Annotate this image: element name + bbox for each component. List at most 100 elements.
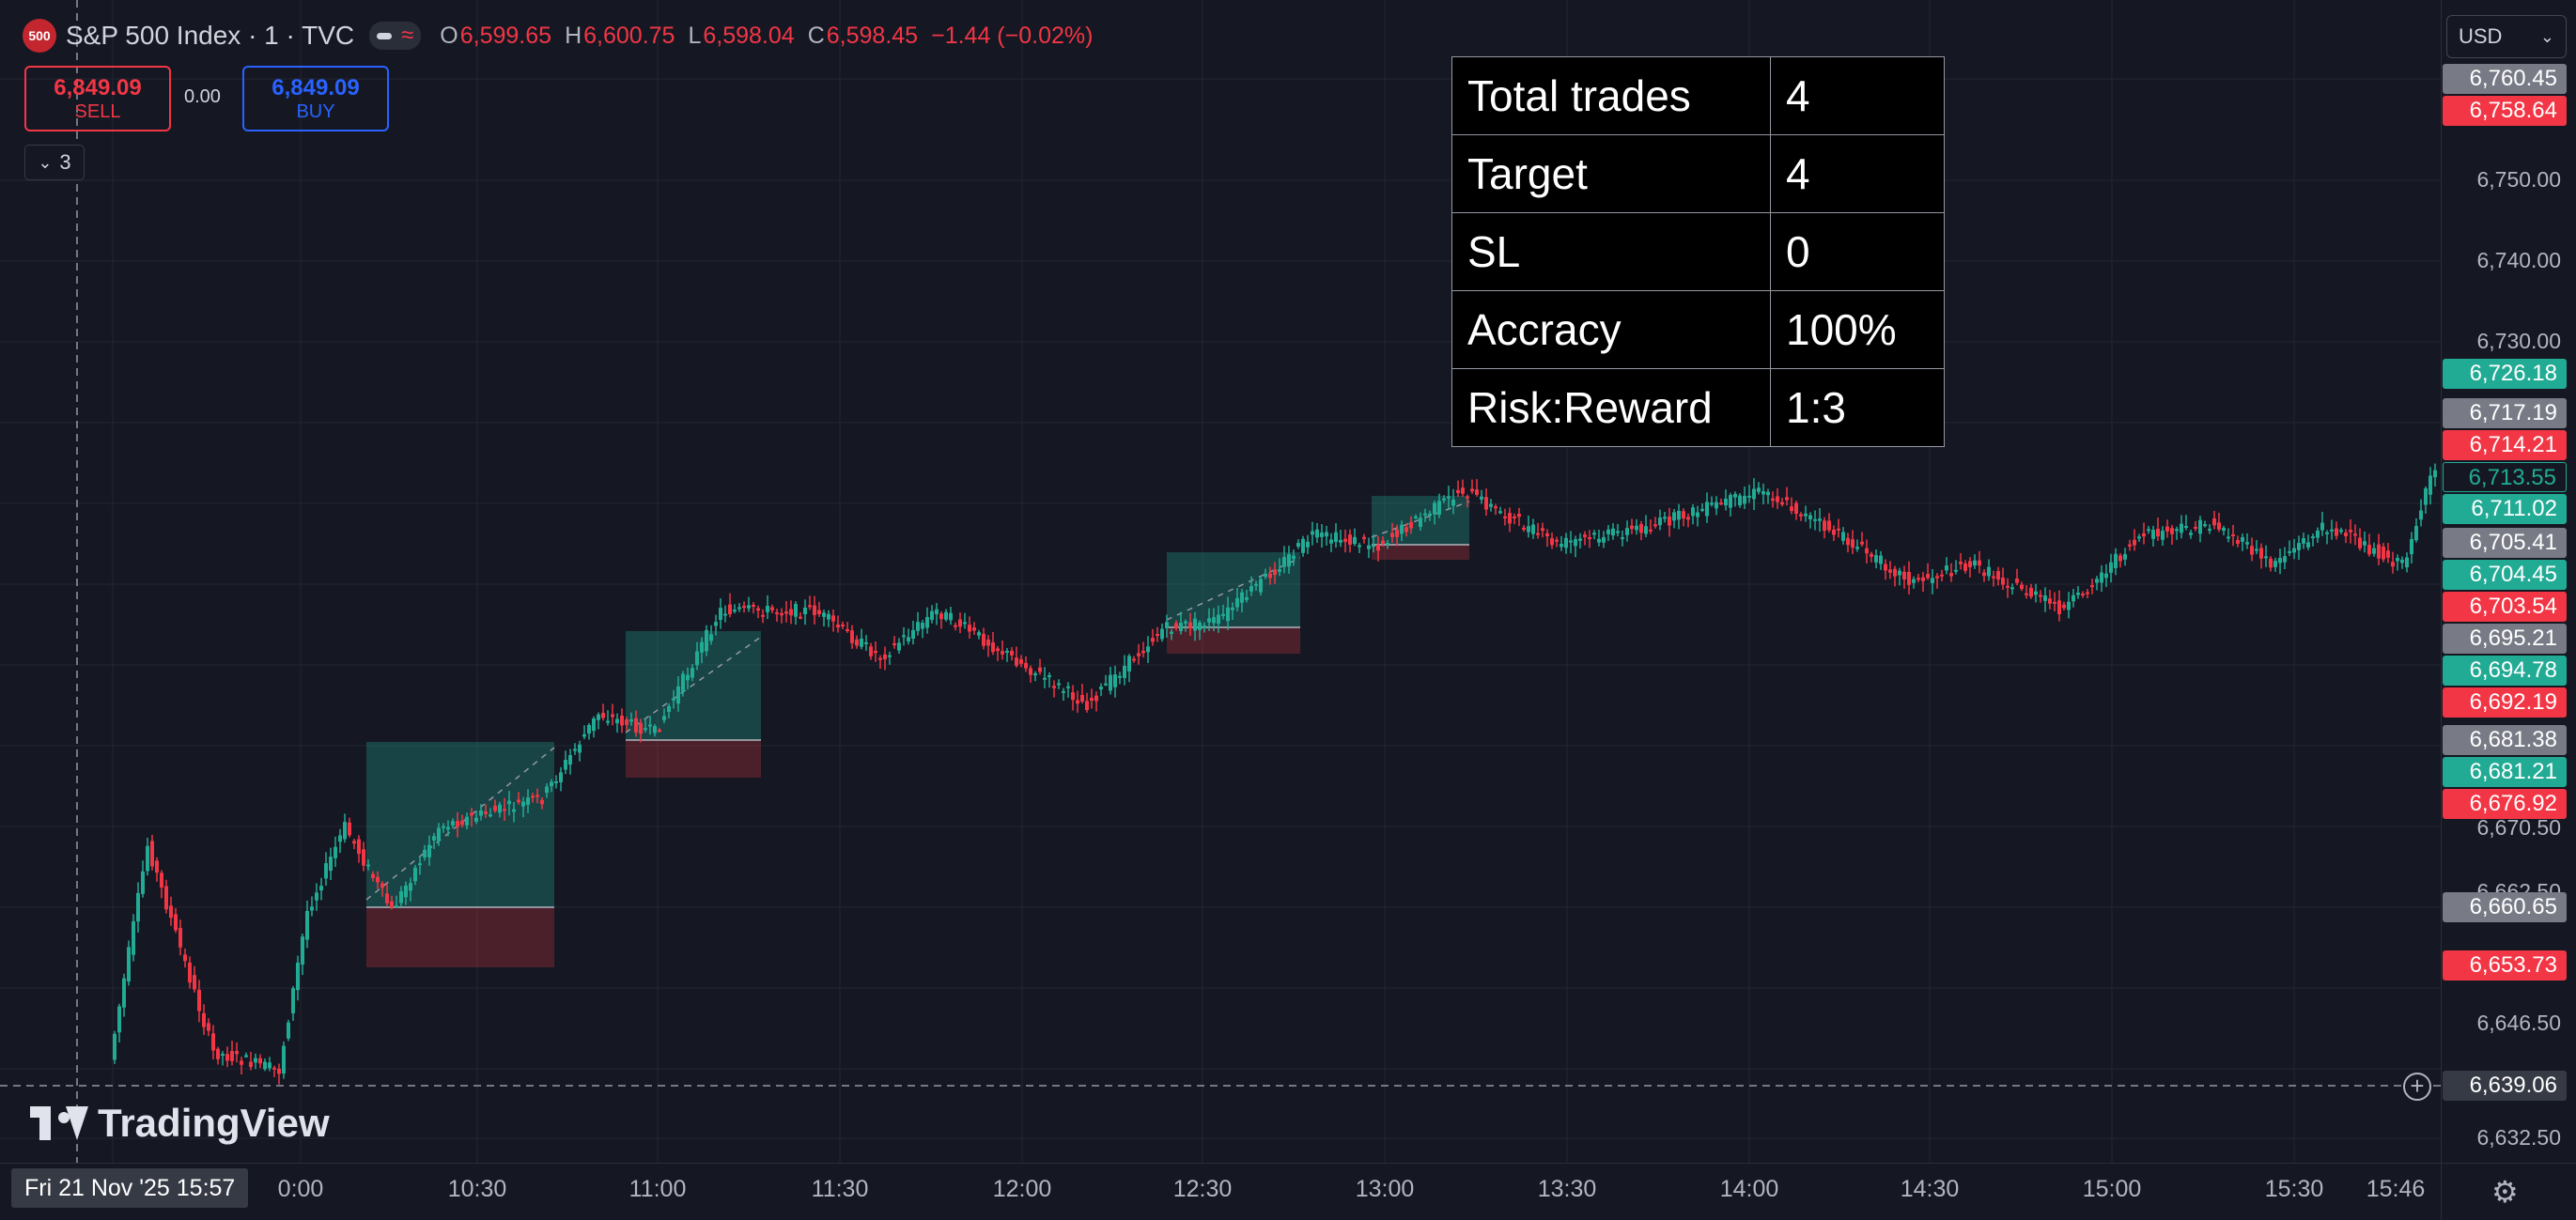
candle-body <box>1719 502 1723 505</box>
candle-body <box>1949 573 1953 577</box>
candle-body <box>1043 677 1047 680</box>
plus-circle-icon[interactable]: + <box>2403 1073 2431 1101</box>
candle-body <box>315 892 318 901</box>
candle-body <box>667 705 671 712</box>
stat-value: 1:3 <box>1770 368 1945 447</box>
candle-body <box>1451 499 1455 506</box>
candle-body <box>225 1054 229 1061</box>
market-dot-icon <box>377 32 393 39</box>
candle-body <box>2114 553 2118 568</box>
buy-price: 6,849.09 <box>272 74 360 100</box>
candle-body <box>2081 594 2085 596</box>
candle-body <box>1437 501 1441 515</box>
candle-body <box>559 772 563 782</box>
time-axis[interactable] <box>0 1163 2441 1220</box>
symbol-logo[interactable]: 500 <box>23 19 56 53</box>
candle-body <box>1776 496 1779 502</box>
candle-body <box>695 651 699 666</box>
stop-zone <box>366 907 554 967</box>
candle-body <box>1470 488 1474 492</box>
candle-body <box>1860 541 1864 545</box>
price-badge: 6,695.21 <box>2443 624 2567 654</box>
candle-body <box>1733 493 1737 498</box>
candle-body <box>719 608 722 621</box>
candle-body <box>1639 524 1643 533</box>
candle-body <box>1606 529 1610 534</box>
candle-body <box>2133 539 2136 546</box>
candle-body <box>709 634 713 641</box>
candle-body <box>334 846 337 858</box>
candle-body <box>1217 614 1220 625</box>
candle-body <box>2170 528 2174 534</box>
candle-body <box>620 716 624 726</box>
candle-body <box>864 641 868 644</box>
candle-body <box>1597 538 1601 543</box>
candle-body <box>1963 564 1967 571</box>
candle-body <box>1038 667 1042 672</box>
candle-body <box>1480 496 1483 500</box>
price-tick-label: 6,740.00 <box>2476 248 2561 272</box>
candle-body <box>1578 538 1582 541</box>
candle-body <box>1353 536 1357 545</box>
candle-body <box>324 863 328 879</box>
currency-select[interactable]: USD ⌄ <box>2446 15 2567 58</box>
open-key: O <box>440 22 458 49</box>
candle-body <box>1249 586 1253 592</box>
price-badge: 6,681.38 <box>2443 725 2567 755</box>
price-badge: 6,676.92 <box>2443 789 2567 819</box>
price-badge: 6,703.54 <box>2443 592 2567 622</box>
candle-body <box>385 893 389 903</box>
candle-body <box>1813 518 1817 521</box>
candle-body <box>2043 595 2047 601</box>
candle-body <box>972 627 976 631</box>
sell-button[interactable]: 6,849.09 SELL <box>24 66 171 131</box>
candle-body <box>2283 556 2287 563</box>
candle-body <box>2372 548 2376 554</box>
candle-body <box>1428 513 1432 517</box>
price-chart[interactable] <box>0 0 2441 1163</box>
candle-body <box>535 795 539 797</box>
candle-body <box>1273 569 1277 576</box>
candle-body <box>1545 533 1549 536</box>
candle-body <box>1569 540 1573 543</box>
candle-body <box>676 686 680 704</box>
candle-body <box>1165 622 1169 628</box>
candle-body <box>2227 536 2230 539</box>
candle-body <box>1630 525 1634 530</box>
candle-body <box>554 780 558 783</box>
candle-body <box>1146 646 1150 653</box>
candle-body <box>691 668 694 678</box>
candle-body <box>1602 537 1606 543</box>
symbol-title[interactable]: S&P 500 Index · 1 · TVC <box>66 21 355 50</box>
candle-body <box>2128 544 2132 547</box>
candle-body <box>122 978 126 1008</box>
candle-body <box>662 716 666 720</box>
candle-body <box>2311 536 2315 539</box>
candle-body <box>1278 569 1281 572</box>
candle-body <box>2339 530 2343 533</box>
buy-button[interactable]: 6,849.09 BUY <box>242 66 389 131</box>
candle-body <box>2095 579 2099 583</box>
candle-body <box>1743 496 1746 504</box>
candle-body <box>1376 545 1380 551</box>
candle-body <box>897 642 901 651</box>
stat-key: Total trades <box>1451 56 1771 135</box>
candle-body <box>249 1061 253 1068</box>
candle-body <box>178 927 182 948</box>
crosshair-time-label: Fri 21 Nov '25 15:57 <box>11 1168 249 1208</box>
candle-body <box>1461 487 1465 494</box>
candle-body <box>747 605 751 609</box>
candle-body <box>573 749 577 751</box>
chart-area[interactable] <box>0 0 2441 1163</box>
candle-body <box>869 646 873 656</box>
indicator-collapse-button[interactable]: ⌄ 3 <box>24 145 85 180</box>
gear-icon[interactable]: ⚙ <box>2491 1175 2519 1209</box>
candle-body <box>117 1006 121 1033</box>
candle-body <box>1296 543 1300 548</box>
candle-body <box>1156 634 1159 637</box>
candle-body <box>1052 686 1056 688</box>
candle-body <box>1094 695 1098 702</box>
candle-body <box>352 841 356 844</box>
candle-body <box>2288 550 2291 553</box>
market-status-pill[interactable]: ≈ <box>369 22 422 50</box>
